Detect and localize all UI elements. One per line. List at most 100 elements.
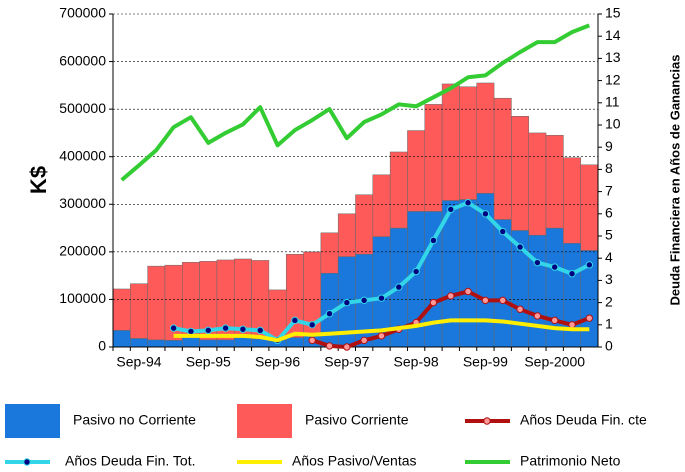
legend-label: Pasivo no Corriente <box>73 412 196 428</box>
y-tick-label: 600000 <box>59 52 106 68</box>
y-tick-label: 100000 <box>59 290 106 306</box>
bar <box>234 337 252 348</box>
legend-label: Patrimonio Neto <box>520 453 621 469</box>
bar <box>112 288 131 331</box>
marker <box>308 321 316 329</box>
bar <box>337 213 356 257</box>
marker <box>377 294 386 302</box>
legend-label: Años Pasivo/Ventas <box>292 453 417 469</box>
y-tick-label: 200000 <box>59 243 106 259</box>
marker <box>481 210 490 218</box>
bar <box>407 130 426 212</box>
marker <box>204 326 212 335</box>
marker <box>585 261 594 269</box>
marker <box>550 263 559 271</box>
marker <box>325 310 334 318</box>
y-axis-label: K$ <box>26 166 51 194</box>
bar <box>459 199 477 348</box>
bar <box>563 243 581 348</box>
marker <box>585 314 594 322</box>
marker <box>516 305 524 313</box>
marker <box>447 205 455 214</box>
x-tick-label: Sep-95 <box>186 354 231 370</box>
marker <box>568 270 576 278</box>
y-tick-label: 0 <box>98 338 106 354</box>
bar <box>372 174 391 237</box>
bar <box>441 83 460 201</box>
y2-tick-label: 7 <box>605 182 613 198</box>
marker <box>221 324 230 332</box>
bar <box>528 132 547 236</box>
bar <box>355 194 374 255</box>
marker <box>256 326 264 335</box>
bar <box>493 97 512 220</box>
y2-tick-label: 0 <box>605 338 613 354</box>
bar <box>424 104 443 212</box>
y-tick-label: 400000 <box>59 147 106 163</box>
line <box>120 23 591 182</box>
bar <box>164 340 183 348</box>
marker <box>429 298 438 307</box>
marker <box>169 324 178 332</box>
marker <box>343 343 351 351</box>
marker <box>395 283 403 291</box>
marker <box>187 327 195 336</box>
marker <box>447 292 455 300</box>
marker <box>481 296 490 305</box>
bar <box>130 283 148 339</box>
marker <box>343 298 351 307</box>
bar <box>199 339 218 348</box>
bar <box>147 265 166 341</box>
y2-tick-label: 3 <box>605 271 613 287</box>
legend-swatch <box>237 404 292 438</box>
y2-tick-label: 9 <box>605 138 613 154</box>
line <box>173 318 590 343</box>
marker <box>412 267 420 276</box>
y-tick-label: 700000 <box>59 5 106 21</box>
y2-tick-label: 8 <box>605 160 613 176</box>
y2-tick-label: 4 <box>605 249 613 265</box>
marker <box>429 236 438 245</box>
marker <box>325 342 334 350</box>
bar <box>476 82 495 194</box>
marker <box>291 316 299 325</box>
marker <box>499 296 507 305</box>
bar <box>285 337 304 348</box>
legend-label: Años Deuda Fin. Tot. <box>65 453 195 469</box>
y-tick-label: 500000 <box>59 100 106 116</box>
bar <box>459 86 477 200</box>
marker <box>516 243 524 251</box>
y2-tick-label: 14 <box>605 27 621 43</box>
x-tick-label: Sep-99 <box>463 354 508 370</box>
bar <box>580 164 599 251</box>
x-tick-label: Sep-96 <box>255 354 300 370</box>
bar <box>545 135 564 229</box>
legend-marker <box>23 458 31 466</box>
marker <box>360 296 368 305</box>
legend-label: Pasivo Corriente <box>305 412 409 428</box>
marker <box>499 227 507 236</box>
marker <box>360 336 368 345</box>
bar <box>112 330 131 348</box>
marker <box>533 312 542 320</box>
y2-tick-label: 15 <box>605 5 621 21</box>
y2-tick-label: 12 <box>605 71 621 87</box>
y-tick-label: 300000 <box>59 195 106 211</box>
marker <box>239 325 247 333</box>
legend-swatch <box>5 404 60 438</box>
legend-label: Años Deuda Fin. cte <box>520 412 647 428</box>
y2-tick-label: 5 <box>605 227 613 243</box>
bar <box>147 339 166 348</box>
y2-tick-label: 1 <box>605 316 613 332</box>
x-tick-label: Sep-98 <box>394 354 439 370</box>
x-tick-label: Sep-97 <box>324 354 369 370</box>
x-tick-label: Sep-2000 <box>524 354 585 370</box>
bar <box>389 151 408 229</box>
y2-tick-label: 11 <box>605 94 620 110</box>
x-tick-label: Sep-94 <box>116 354 161 370</box>
y2-tick-label: 6 <box>605 205 613 221</box>
bar <box>130 338 148 348</box>
marker <box>550 316 559 325</box>
bar <box>216 339 235 348</box>
legend-marker <box>483 417 491 425</box>
